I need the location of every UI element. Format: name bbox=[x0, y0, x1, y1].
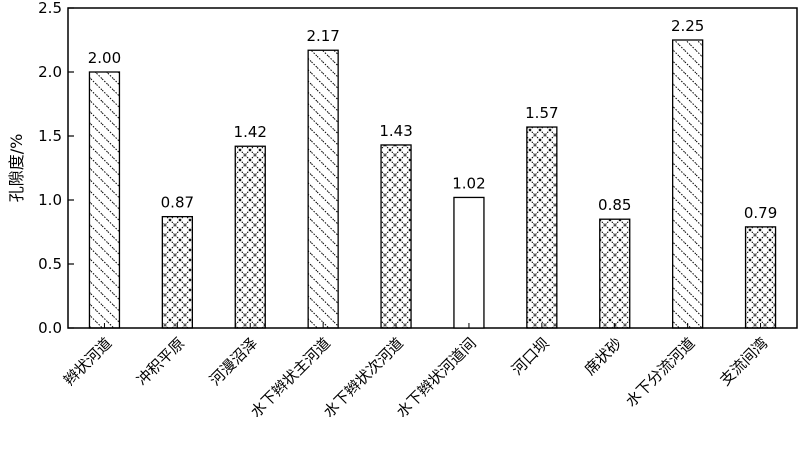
y-tick-label: 1.0 bbox=[38, 191, 62, 209]
y-tick-label: 2.5 bbox=[38, 0, 62, 17]
y-axis-title: 孔隙度/% bbox=[7, 134, 26, 203]
x-category-label: 河漫沼泽 bbox=[206, 334, 261, 389]
x-category-label: 席状砂 bbox=[581, 334, 626, 379]
y-tick-label: 1.5 bbox=[38, 127, 62, 145]
y-tick-label: 2.0 bbox=[38, 63, 62, 81]
x-category-label: 辫状河道 bbox=[60, 334, 115, 389]
bar-value-label: 2.00 bbox=[88, 49, 121, 67]
bar-value-label: 0.79 bbox=[744, 204, 777, 222]
x-category-label: 冲积平原 bbox=[133, 334, 188, 389]
bar bbox=[672, 39, 704, 329]
bar-value-label: 1.02 bbox=[452, 174, 485, 192]
plot-area: 0.0 0.5 1.0 1.5 2.0 2.5 2.00 辫状河道 0.87 冲积平原 1.42 河漫… bbox=[38, 0, 798, 421]
bar bbox=[234, 145, 266, 329]
bar bbox=[380, 144, 412, 329]
bar-value-label: 1.57 bbox=[525, 104, 558, 122]
y-tick-label: 0.5 bbox=[38, 255, 62, 273]
bar bbox=[599, 218, 631, 329]
bar-value-label: 2.17 bbox=[306, 27, 339, 45]
bar-value-label: 0.87 bbox=[161, 194, 194, 212]
plot-frame bbox=[67, 7, 798, 329]
x-category-label: 支流间湾 bbox=[716, 334, 771, 389]
bar bbox=[526, 126, 558, 329]
x-category-label: 水下分流河道 bbox=[622, 334, 698, 410]
bar-value-label: 1.42 bbox=[234, 123, 267, 141]
bar-value-label: 1.43 bbox=[379, 122, 412, 140]
y-tick-label: 0.0 bbox=[38, 319, 62, 337]
bar-value-label: 2.25 bbox=[671, 17, 704, 35]
bar-value-label: 0.85 bbox=[598, 196, 631, 214]
bar bbox=[744, 226, 777, 329]
x-category-label: 河口坝 bbox=[508, 334, 553, 379]
bar bbox=[307, 49, 339, 329]
bar bbox=[453, 196, 485, 329]
bar bbox=[161, 215, 194, 329]
bar bbox=[88, 71, 121, 329]
